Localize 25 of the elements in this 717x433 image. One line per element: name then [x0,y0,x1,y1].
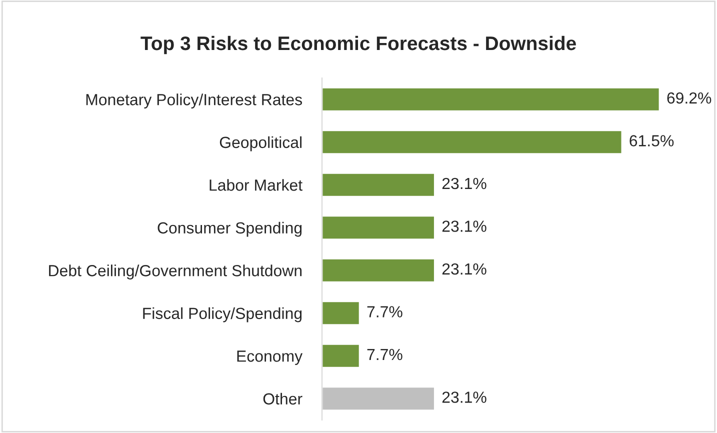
y-tick-label: Geopolitical [220,136,302,152]
bar [322,130,623,155]
y-tick-label: Economy [237,350,303,365]
bar [322,215,436,240]
y-tick-label: Monetary Policy/Interest Rates [86,94,302,108]
bar [322,300,360,326]
data-label: 7.7% [367,306,402,318]
data-label: 69.2% [667,92,712,104]
y-tick-label: Labor Market [210,179,302,191]
bar [322,343,360,368]
data-label: 61.5% [630,135,674,146]
bar [322,86,660,112]
y-tick-label: Other [263,392,302,405]
bar [322,386,436,412]
y-tick-label: Consumer Spending [158,222,302,237]
y-tick-label: Fiscal Policy/Spending [143,307,302,322]
data-label: 23.1% [442,392,486,403]
y-tick-label: Debt Ceiling/Government Shutdown [49,264,302,280]
data-label: 23.1% [442,263,486,275]
bar [322,258,436,283]
bar [322,172,436,198]
data-label: 23.1% [442,220,486,232]
chart-title: Top 3 Risks to Economic Forecasts - Downside [140,36,576,54]
data-label: 23.1% [442,178,486,190]
data-label: 7.7% [367,348,402,360]
